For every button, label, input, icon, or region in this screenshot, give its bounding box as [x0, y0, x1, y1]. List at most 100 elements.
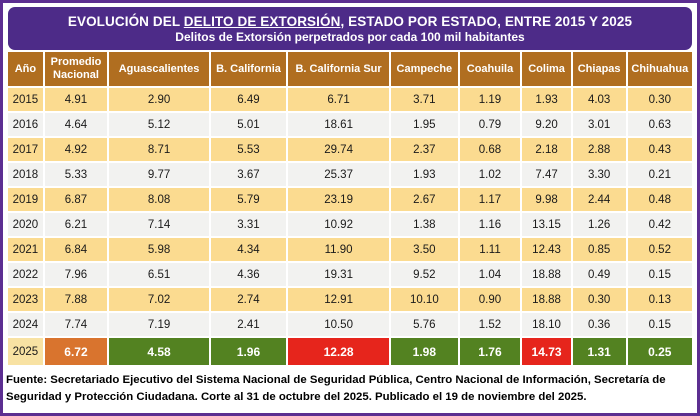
value-cell: 1.02: [459, 163, 521, 186]
table-header-row: Año Promedio Nacional Aguascalientes B. Cal…: [8, 52, 692, 86]
title-prefix: EVOLUCIÓN DEL: [67, 13, 184, 29]
year-cell: 2019: [8, 188, 43, 211]
value-cell: 0.48: [627, 188, 692, 211]
value-cell: 4.03: [572, 88, 626, 111]
value-cell: 2.88: [572, 138, 626, 161]
value-cell: 6.21: [44, 213, 108, 236]
value-cell: 6.71: [288, 88, 390, 111]
value-cell: 23.19: [288, 188, 390, 211]
value-cell: 12.91: [288, 288, 390, 311]
table-row: 2024 7.74 7.19 2.41 10.50 5.76 1.52 18.10 0.36 0.…: [8, 313, 692, 336]
value-cell: 0.63: [627, 113, 692, 136]
value-cell: 5.79: [210, 188, 286, 211]
value-cell: 7.19: [109, 313, 209, 336]
value-cell-highlighted: 4.58: [109, 338, 209, 365]
table-row: 2022 7.96 6.51 4.36 19.31 9.52 1.04 18.88 0.49 0.…: [8, 263, 692, 286]
value-cell: 29.74: [288, 138, 390, 161]
value-cell: 10.92: [288, 213, 390, 236]
value-cell: 3.31: [210, 213, 286, 236]
table-row: 2016 4.64 5.12 5.01 18.61 1.95 0.79 9.20 3.01 0.6…: [8, 113, 692, 136]
value-cell: 4.92: [44, 138, 108, 161]
value-cell: 3.30: [572, 163, 626, 186]
value-cell: 9.20: [522, 113, 571, 136]
source-note: Fuente: Secretariado Ejecutivo del Siste…: [6, 374, 666, 404]
value-cell: 7.14: [109, 213, 209, 236]
column-header: Promedio Nacional: [44, 52, 108, 86]
value-cell: 9.52: [391, 263, 458, 286]
value-cell: 1.17: [459, 188, 521, 211]
value-cell: 25.37: [288, 163, 390, 186]
value-cell: 1.04: [459, 263, 521, 286]
value-cell: 5.53: [210, 138, 286, 161]
year-cell: 2016: [8, 113, 43, 136]
value-cell: 7.88: [44, 288, 108, 311]
value-cell: 0.68: [459, 138, 521, 161]
value-cell-highlighted: 1.98: [391, 338, 458, 365]
value-cell: 3.50: [391, 238, 458, 261]
value-cell: 2.67: [391, 188, 458, 211]
value-cell: 6.49: [210, 88, 286, 111]
value-cell: 10.50: [288, 313, 390, 336]
value-cell: 4.64: [44, 113, 108, 136]
column-header: Aguascalientes: [109, 52, 209, 86]
value-cell: 5.98: [109, 238, 209, 261]
value-cell: 0.52: [627, 238, 692, 261]
table-row: 2015 4.91 2.90 6.49 6.71 3.71 1.19 1.93 4.03 0.30: [8, 88, 692, 111]
value-cell: 9.77: [109, 163, 209, 186]
value-cell: 0.36: [572, 313, 626, 336]
value-cell: 1.52: [459, 313, 521, 336]
value-cell: 1.38: [391, 213, 458, 236]
extortion-table: Año Promedio Nacional Aguascalientes B. Cal…: [6, 50, 694, 367]
value-cell: 18.61: [288, 113, 390, 136]
value-cell: 0.90: [459, 288, 521, 311]
value-cell: 6.51: [109, 263, 209, 286]
year-cell: 2024: [8, 313, 43, 336]
value-cell-highlighted: 1.31: [572, 338, 626, 365]
page-subtitle: Delitos de Extorsión perpetrados por cad…: [175, 29, 525, 44]
value-cell: 9.98: [522, 188, 571, 211]
value-cell: 18.10: [522, 313, 571, 336]
value-cell: 3.67: [210, 163, 286, 186]
value-cell: 5.33: [44, 163, 108, 186]
title-underlined-phrase: DELITO DE EXTORSIÓN: [183, 13, 341, 29]
table-row: 2020 6.21 7.14 3.31 10.92 1.38 1.16 13.15 1.26 0.…: [8, 213, 692, 236]
value-cell: 12.43: [522, 238, 571, 261]
table-row: 2021 6.84 5.98 4.34 11.90 3.50 1.11 12.43 0.85 0.…: [8, 238, 692, 261]
table-row-2025: 2025 6.72 4.58 1.96 12.28 1.98 1.76 14.73 1.31 0.…: [8, 338, 692, 365]
value-cell: 0.15: [627, 313, 692, 336]
value-cell: 2.90: [109, 88, 209, 111]
table-row: 2018 5.33 9.77 3.67 25.37 1.93 1.02 7.47 3.30 0.2…: [8, 163, 692, 186]
value-cell: 0.15: [627, 263, 692, 286]
value-cell-highlighted: 6.72: [44, 338, 108, 365]
value-cell: 1.26: [572, 213, 626, 236]
value-cell: 1.93: [522, 88, 571, 111]
column-header: B. California Sur: [288, 52, 390, 86]
value-cell: 0.79: [459, 113, 521, 136]
page-title: EVOLUCIÓN DEL DELITO DE EXTORSIÓN, ESTAD…: [8, 14, 692, 29]
year-cell: 2025: [8, 338, 43, 365]
value-cell: 7.96: [44, 263, 108, 286]
value-cell: 1.93: [391, 163, 458, 186]
column-header: B. California: [210, 52, 286, 86]
value-cell: 0.30: [572, 288, 626, 311]
value-cell: 4.91: [44, 88, 108, 111]
value-cell: 6.84: [44, 238, 108, 261]
column-header: Coahuila: [459, 52, 521, 86]
value-cell: 6.87: [44, 188, 108, 211]
value-cell: 13.15: [522, 213, 571, 236]
value-cell: 1.16: [459, 213, 521, 236]
title-banner: EVOLUCIÓN DEL DELITO DE EXTORSIÓN, ESTAD…: [8, 7, 692, 50]
value-cell-highlighted: 0.25: [627, 338, 692, 365]
year-cell: 2023: [8, 288, 43, 311]
year-cell: 2015: [8, 88, 43, 111]
value-cell: 2.74: [210, 288, 286, 311]
value-cell: 2.44: [572, 188, 626, 211]
value-cell: 2.18: [522, 138, 571, 161]
value-cell: 11.90: [288, 238, 390, 261]
value-cell: 5.12: [109, 113, 209, 136]
value-cell: 0.85: [572, 238, 626, 261]
year-cell: 2018: [8, 163, 43, 186]
value-cell: 0.43: [627, 138, 692, 161]
table-row: 2019 6.87 8.08 5.79 23.19 2.67 1.17 9.98 2.44 0.4…: [8, 188, 692, 211]
